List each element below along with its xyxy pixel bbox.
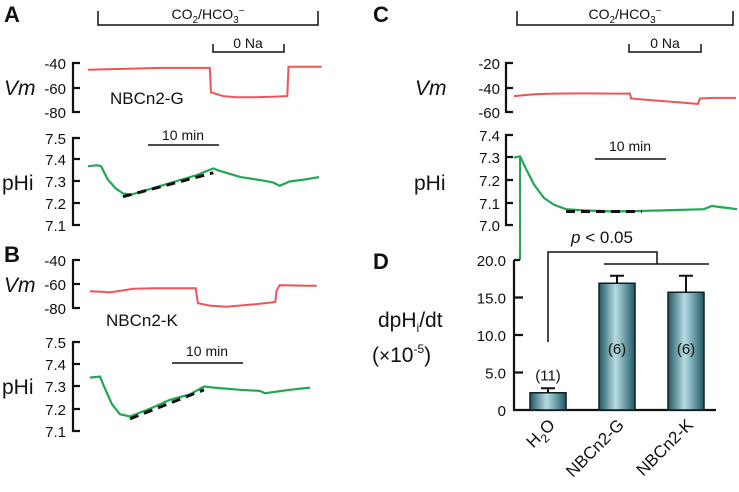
d-ylabel-line2: (×10-5)	[372, 342, 431, 367]
d-y-tick-label: 5.0	[485, 366, 506, 383]
vm-label-b: Vm	[4, 274, 36, 297]
d-y-tick-label: 20.0	[477, 253, 506, 270]
phi-label-c: pHi	[414, 172, 446, 195]
scale-bar-label-c: 10 min	[609, 138, 651, 154]
tick-label: -40	[44, 253, 66, 270]
co2-label-a: CO2/HCO3−	[172, 6, 245, 26]
significance-bracket-left	[547, 251, 658, 342]
phi-trace-c	[513, 155, 738, 213]
co2-bracket-a	[97, 11, 319, 26]
tick-label: 7.3	[45, 174, 66, 191]
tick-label: -40	[478, 81, 500, 98]
phi-label-a: pHi	[2, 172, 34, 195]
x-tick-label: NBCn2-K	[633, 415, 698, 480]
tick-label: 7.1	[479, 196, 500, 213]
vm-axis-c	[504, 61, 513, 114]
d-x-tick-labels: H2O NBCn2-G NBCn2-K	[523, 415, 698, 481]
tick-label: -80	[44, 105, 66, 122]
vm-trace-a	[87, 65, 322, 99]
phi-trace-b	[89, 375, 311, 418]
phi-axis-c	[504, 133, 513, 227]
tick-label: 7.2	[45, 196, 66, 213]
n-label: (11)	[535, 367, 561, 384]
vm-trace-c	[513, 92, 736, 106]
vm-label-a: Vm	[4, 77, 36, 100]
panel-a: A CO2/HCO3− 0 Na Vm -40 -60 -80 NBCn2-G …	[2, 2, 322, 235]
vm-axis-b	[71, 258, 80, 310]
tick-label: 7.0	[479, 218, 500, 235]
n-label: (6)	[608, 341, 626, 358]
tick-label: 7.2	[479, 173, 500, 190]
tick-label: -80	[44, 301, 66, 318]
d-y-tick-label: 15.0	[477, 291, 506, 308]
tick-label: 7.3	[45, 379, 66, 396]
error-bar	[610, 274, 624, 284]
tick-label: -40	[44, 56, 66, 73]
d-y-tick-label: 0	[498, 403, 506, 420]
bar-nbcn2-k	[667, 291, 705, 411]
fit-line-b	[129, 388, 205, 421]
panel-letter-d: D	[373, 249, 389, 274]
phi-axis-b	[71, 340, 80, 433]
construct-label-b: NBCn2-K	[106, 311, 178, 330]
d-axes	[512, 258, 716, 412]
tick-label: 7.1	[45, 424, 66, 441]
panel-d: D dpHi/dt (×10-5) 05.010.015.020.0 (11)(…	[372, 228, 716, 481]
fit-line-a	[122, 171, 214, 199]
co2-label-c: CO2/HCO3−	[589, 6, 662, 26]
vm-axis-a	[71, 61, 80, 114]
phi-axis-a	[71, 136, 80, 227]
na-label-c: 0 Na	[650, 35, 680, 51]
tick-label: 7.3	[479, 150, 500, 167]
x-tick-label: H2O	[523, 415, 562, 454]
x-tick-label: NBCn2-G	[562, 415, 628, 481]
scale-bar-label-b: 10 min	[186, 343, 228, 359]
panel-b: B Vm -40 -60 -80 NBCn2-K 10 min pHi 7.5 …	[2, 242, 317, 441]
phi-trace-a	[87, 164, 320, 196]
tick-label: 7.4	[45, 152, 66, 169]
tick-label: 7.5	[45, 335, 66, 352]
construct-label-a: NBCn2-G	[110, 89, 184, 108]
error-bar	[541, 387, 555, 393]
vm-label-c: Vm	[415, 77, 447, 100]
tick-label: 7.1	[45, 218, 66, 235]
tick-label: -60	[478, 105, 500, 122]
d-ylabel-line1: dpHi/dt	[378, 309, 443, 335]
tick-label: -60	[44, 277, 66, 294]
tick-label: 7.2	[45, 402, 66, 419]
d-bars: (11) (6) (6)	[529, 274, 705, 411]
panel-c: C CO2/HCO3− 0 Na Vm -20 -40 -60 10 min p…	[373, 2, 738, 260]
tick-label: 7.4	[479, 128, 500, 145]
na-bracket-c	[628, 44, 702, 53]
panel-letter-b: B	[4, 242, 20, 267]
co2-bracket-c	[516, 11, 734, 26]
tick-label: 7.4	[45, 357, 66, 374]
error-bar	[679, 274, 693, 293]
tick-label: -20	[478, 56, 500, 73]
na-bracket-a	[212, 44, 285, 53]
na-label-a: 0 Na	[233, 35, 263, 51]
n-label: (6)	[677, 341, 695, 358]
vm-trace-b	[89, 284, 317, 308]
bar-h2o	[529, 392, 567, 411]
panel-letter-c: C	[373, 2, 389, 27]
significance-label: p < 0.05	[570, 228, 633, 247]
panel-letter-a: A	[4, 2, 20, 27]
d-y-tick-label: 10.0	[477, 328, 506, 345]
tick-label: 7.5	[45, 131, 66, 148]
phi-label-b: pHi	[2, 376, 34, 399]
tick-label: -60	[44, 81, 66, 98]
d-y-tick-labels: 0 5.0 10.0 15.0 20.0	[477, 253, 506, 420]
scale-bar-label-a: 10 min	[162, 127, 204, 143]
